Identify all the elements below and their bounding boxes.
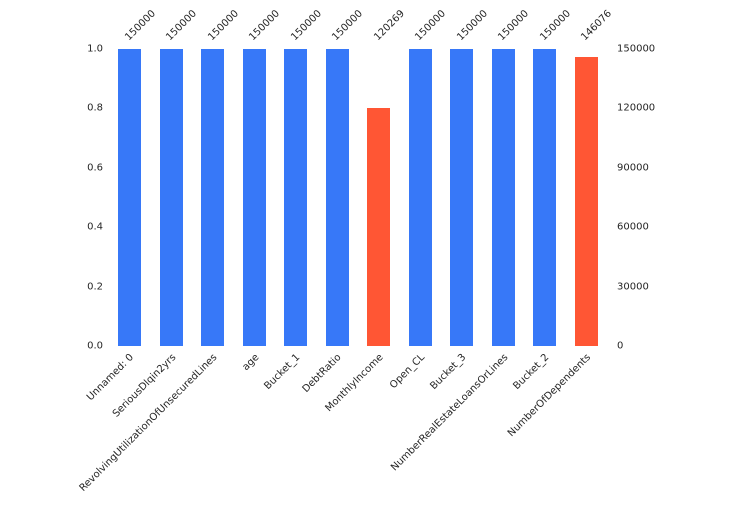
bar-SeriousDlqin2yrs xyxy=(159,49,183,346)
bar-Bucket_3 xyxy=(450,49,474,346)
y-left-tick-label: 0.6 xyxy=(87,162,103,174)
y-right-tick-label: 30000 xyxy=(617,281,649,293)
y-right-tick-label: 90000 xyxy=(617,162,649,174)
y-left-tick-label: 0.2 xyxy=(87,281,103,293)
bar-value-label: 150000 xyxy=(122,8,158,43)
bar-DebtRatio xyxy=(325,49,349,346)
left-y-axis: 1.0 0.8 0.6 0.4 0.2 0.0 xyxy=(0,0,103,506)
bar-value-label: 150000 xyxy=(537,8,573,43)
bar-MonthlyIncome xyxy=(367,107,391,346)
bar-Bucket_1 xyxy=(284,49,308,346)
x-tick-label: DebtRatio xyxy=(301,352,345,395)
x-tick-label: Open_CL xyxy=(387,352,428,392)
y-right-tick-label: 60000 xyxy=(617,221,649,233)
bar-value-label: 146076 xyxy=(579,8,615,43)
bar-value-label: 150000 xyxy=(413,8,449,43)
x-tick-label: Bucket_2 xyxy=(511,352,552,393)
bar-Open_CL xyxy=(408,49,432,346)
bar-Unnamed: 0 xyxy=(118,49,142,346)
y-right-tick-label: 0 xyxy=(617,340,624,352)
y-left-tick-label: 0.0 xyxy=(87,340,103,352)
bar-Bucket_2 xyxy=(533,49,557,346)
bar-value-label: 150000 xyxy=(496,8,532,43)
y-left-tick-label: 0.4 xyxy=(87,221,103,233)
y-left-tick-label: 0.8 xyxy=(87,102,103,114)
y-right-tick-label: 150000 xyxy=(617,43,656,55)
x-tick-label: Bucket_1 xyxy=(262,352,303,393)
bar-value-label: 120269 xyxy=(371,8,407,43)
bar-NumberOfDependents xyxy=(574,56,598,346)
bar-NumberRealEstateLoansOrLines xyxy=(491,49,515,346)
bar-value-label: 150000 xyxy=(288,8,324,43)
bar-value-label: 150000 xyxy=(247,8,283,43)
y-left-tick-label: 1.0 xyxy=(87,43,103,55)
bar-age xyxy=(242,49,266,346)
plot-area xyxy=(109,49,607,346)
right-y-axis: 150000 120000 90000 60000 30000 0 xyxy=(617,0,737,506)
x-tick-label: Bucket_3 xyxy=(428,352,469,393)
y-right-tick-label: 120000 xyxy=(617,102,656,114)
x-tick-label: NumberOfDependents xyxy=(505,352,594,440)
x-tick-label: age xyxy=(240,352,262,373)
bar-RevolvingUtilizationOfUnsecuredLines xyxy=(201,49,225,346)
bar-value-label: 150000 xyxy=(454,8,490,43)
bar-value-label: 150000 xyxy=(164,8,200,43)
bar-value-label: 150000 xyxy=(330,8,366,43)
bar-value-label: 150000 xyxy=(205,8,241,43)
